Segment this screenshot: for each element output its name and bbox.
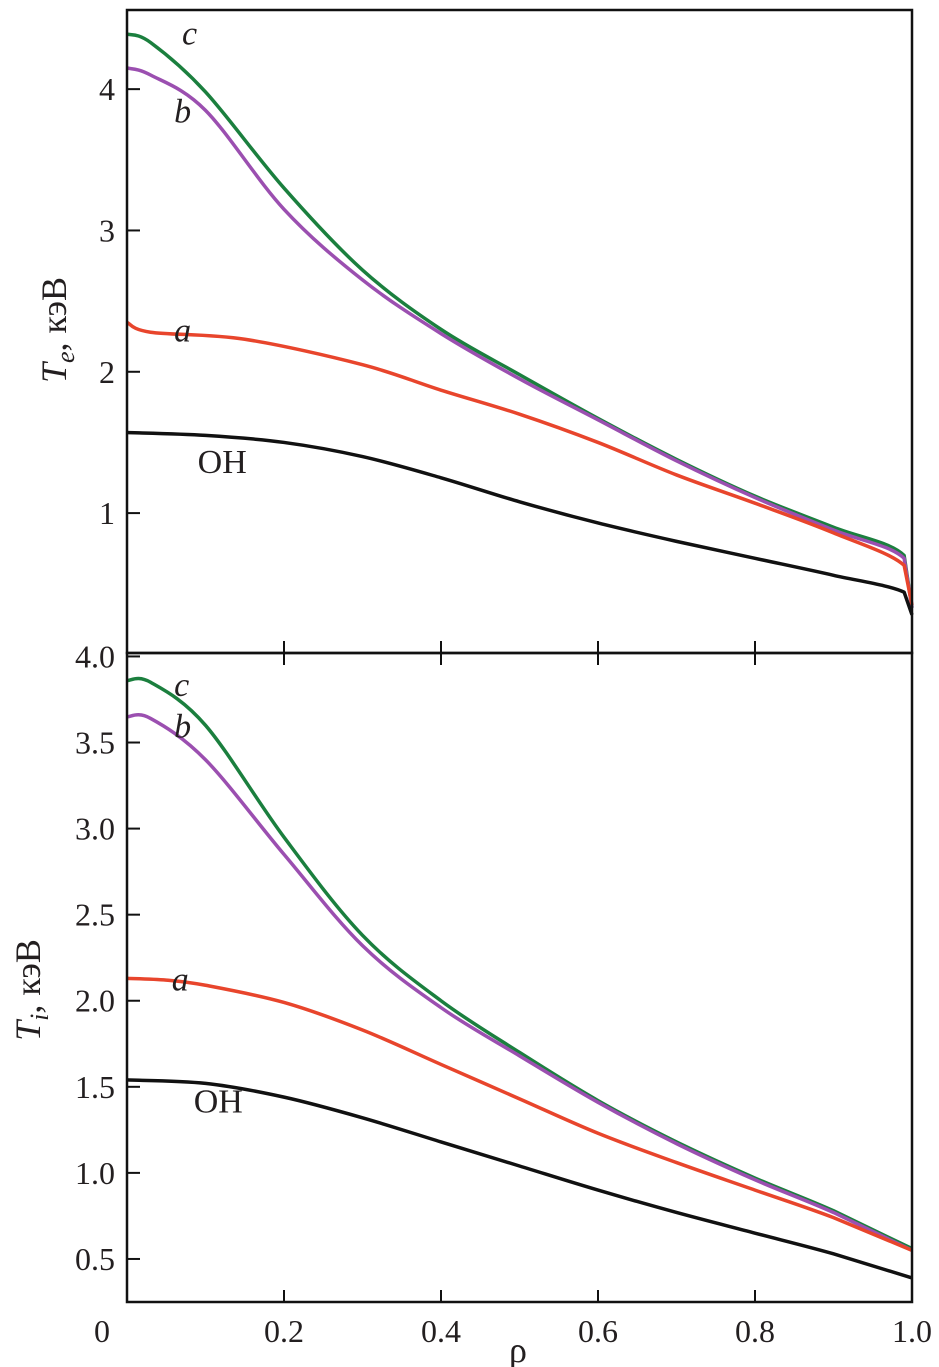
top-y-axis-label: Te, кэВ: [34, 277, 80, 383]
y-tick-label: 1.0: [75, 1155, 115, 1191]
y-tick-label: 4: [99, 71, 115, 107]
y-tick-label: 0.5: [75, 1241, 115, 1277]
series-label-c: c: [174, 667, 189, 704]
series-label-oh: OH: [194, 1084, 243, 1121]
bottom-y-axis-label: Ti, кэВ: [8, 939, 54, 1041]
series-line-a: [126, 320, 914, 606]
y-tick-label: 2.0: [75, 983, 115, 1019]
x-tick-label: 0.2: [264, 1313, 304, 1349]
series-label-a: a: [174, 312, 191, 349]
y-tick-label: 1.5: [75, 1069, 115, 1105]
x-tick-label: 0.8: [735, 1313, 775, 1349]
y-tick-label: 3.0: [75, 811, 115, 847]
x-axis-label: ρ: [509, 1330, 527, 1367]
series-label-b: b: [174, 93, 191, 130]
y-tick-label: 2.5: [75, 897, 115, 933]
y-tick-label: 3.5: [75, 725, 115, 761]
series-label-c: c: [182, 16, 197, 53]
series-label-b: b: [174, 708, 191, 745]
y-tick-label: 3: [99, 212, 115, 248]
x-tick-label: 0.6: [578, 1313, 618, 1349]
x-tick-label: 1.0: [892, 1313, 932, 1349]
series-line-a: [126, 976, 913, 1252]
x-tick-label: 0: [94, 1313, 110, 1349]
series-line-c: [126, 676, 913, 1251]
y-tick-label: 1: [99, 495, 115, 531]
series-label-a: a: [172, 961, 189, 998]
series-line-b: [126, 66, 914, 609]
series-line-c: [126, 32, 914, 609]
series-line-b: [126, 713, 913, 1252]
bottom-panel-frame: [125, 651, 914, 1304]
series-line-oh: [126, 1078, 913, 1280]
top-panel-frame: [125, 8, 914, 655]
series-line-oh: [126, 430, 914, 616]
y-tick-label: 2: [99, 354, 115, 390]
x-tick-label: 0.4: [421, 1313, 461, 1349]
y-tick-label: 4.0: [75, 638, 115, 674]
series-label-oh: OH: [198, 444, 247, 481]
